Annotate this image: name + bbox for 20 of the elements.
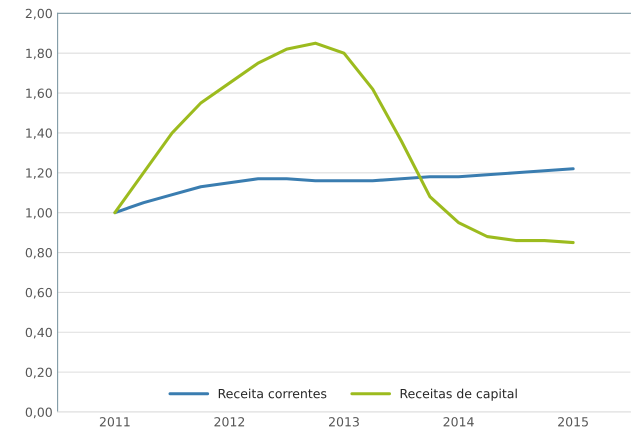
x-tick-label: 2015 <box>558 417 588 427</box>
x-tick-label: 2011 <box>100 417 130 427</box>
x-tick-label: 2012 <box>214 417 244 427</box>
y-tick-label: 0,00 <box>26 407 52 418</box>
y-tick-label: 1,40 <box>26 128 52 140</box>
line-series <box>113 42 575 244</box>
y-tick-label: 1,60 <box>26 88 52 100</box>
y-tick-label: 2,00 <box>26 8 52 20</box>
y-tick-label: 0,80 <box>26 248 52 259</box>
line-series <box>113 167 575 214</box>
y-tick-label: 1,00 <box>26 208 52 219</box>
y-tick-label: 1,20 <box>26 168 52 179</box>
x-tick-label: 2014 <box>444 417 474 427</box>
y-tick-label: 1,80 <box>26 48 52 60</box>
y-tick-label: 0,60 <box>26 288 52 299</box>
y-tick-label: 0,20 <box>26 368 52 378</box>
y-tick-label: 0,40 <box>26 328 52 338</box>
legend-label: Receitas de capital <box>400 388 517 401</box>
legend-label: Receita correntes <box>218 388 326 398</box>
x-tick-label: 2013 <box>329 417 359 427</box>
